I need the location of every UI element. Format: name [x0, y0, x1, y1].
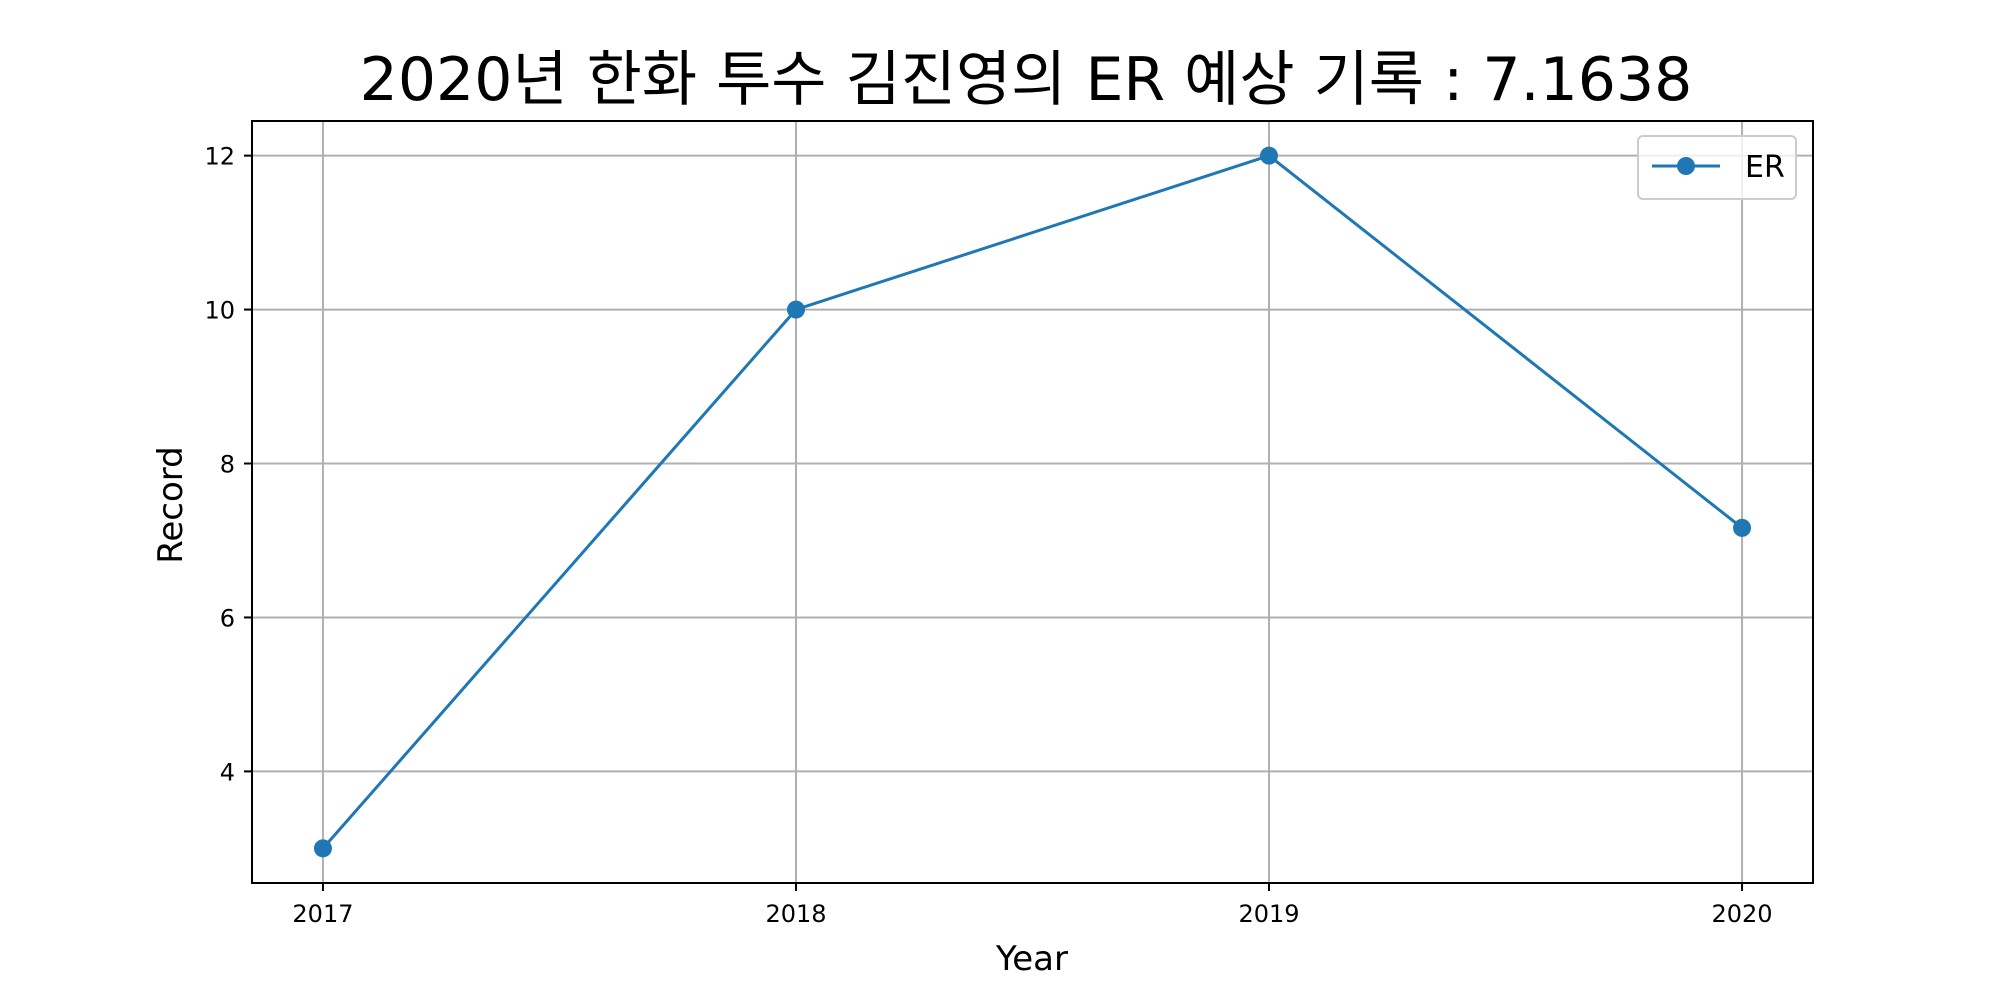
y-tick-label: 6: [220, 604, 235, 632]
y-tick-label: 4: [220, 758, 235, 786]
data-point: [1260, 146, 1279, 165]
x-tick-label: 2019: [1238, 900, 1299, 928]
y-tick-label: 8: [220, 451, 235, 479]
x-axis-ticks: 2017 2018 2019 2020: [292, 883, 1773, 928]
chart-title: 2020년 한화 투수 김진영의 ER 예상 기록 : 7.1638: [360, 45, 1693, 115]
y-axis-ticks: 4 6 8 10 12: [204, 143, 252, 786]
x-axis-label: Year: [995, 939, 1068, 979]
series-line-er: [320, 154, 1745, 851]
legend-marker: [1677, 157, 1695, 175]
data-point: [786, 300, 805, 319]
grid-lines: [252, 121, 1813, 883]
x-tick-label: 2020: [1712, 900, 1773, 928]
legend-entry-er: ER: [1745, 150, 1785, 185]
plot-frame: [251, 120, 1814, 884]
y-tick-label: 10: [204, 297, 235, 325]
data-point: [1733, 518, 1752, 537]
y-tick-label: 12: [204, 143, 235, 171]
x-tick-label: 2017: [292, 900, 353, 928]
y-axis-label: Record: [151, 446, 191, 563]
legend: ER: [1637, 135, 1797, 200]
x-tick-label: 2018: [765, 900, 826, 928]
data-point: [313, 839, 332, 858]
series-layer: [313, 146, 1752, 858]
